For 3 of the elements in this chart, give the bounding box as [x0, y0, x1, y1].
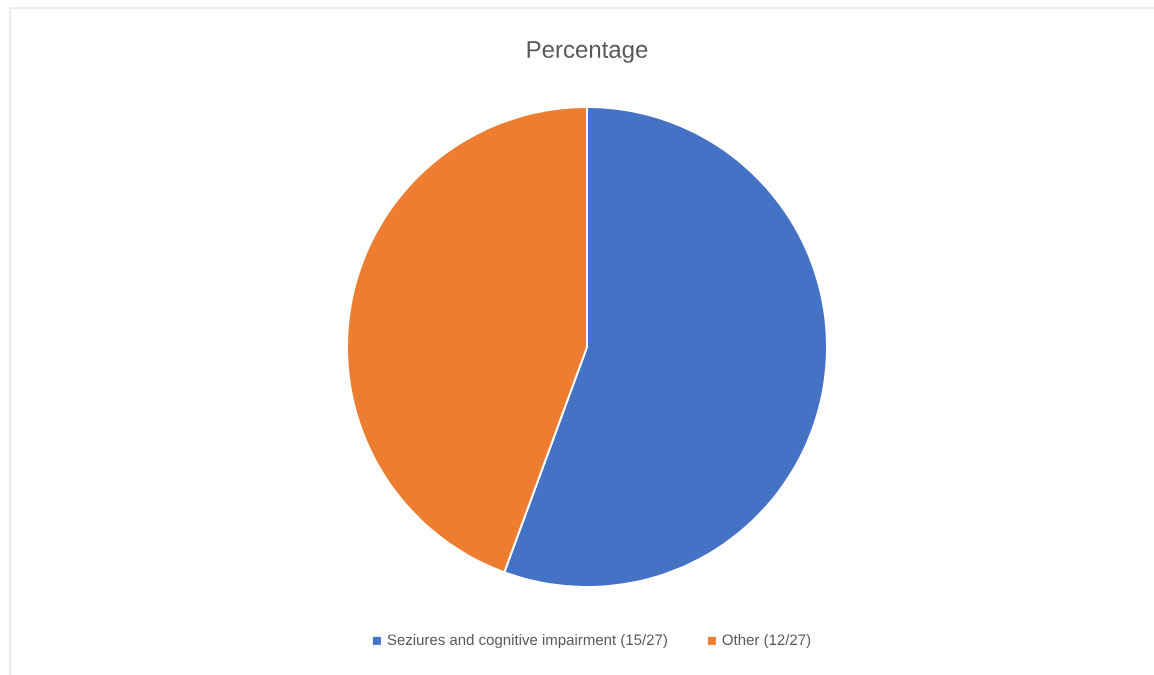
legend-label: Other (12/27)	[722, 634, 811, 648]
legend-label: Seziures and cognitive impairment (15/27)	[387, 634, 667, 648]
chart-title: Percentage	[527, 41, 648, 63]
